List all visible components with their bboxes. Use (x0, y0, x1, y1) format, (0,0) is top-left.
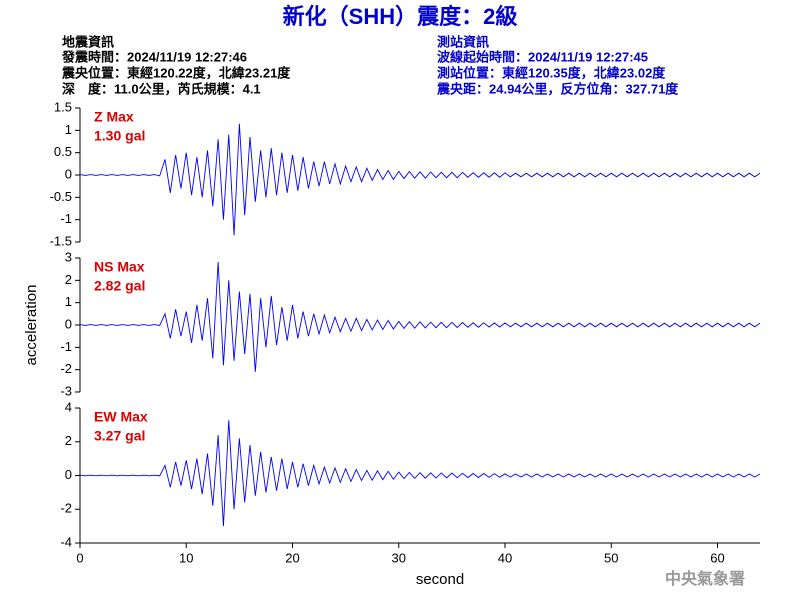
max-annotation: 2.82 gal (94, 278, 145, 294)
y-tick-label: 2 (65, 272, 72, 287)
y-tick-label: -0.5 (50, 189, 72, 204)
x-tick-label: 10 (179, 550, 193, 565)
y-tick-label: -1 (60, 339, 72, 354)
y-tick-label: 1.5 (54, 99, 72, 114)
y-tick-label: -1 (60, 211, 72, 226)
y-tick-label: 0 (65, 166, 72, 181)
y-tick-label: 0.5 (54, 144, 72, 159)
y-tick-label: 1 (65, 294, 72, 309)
y-tick-label: -1.5 (50, 233, 72, 248)
x-tick-label: 50 (604, 550, 618, 565)
info-line: 深 度：11.0公里，芮氏規模：4.1 (62, 81, 261, 96)
y-tick-label: 0 (65, 316, 72, 331)
waveform (79, 123, 761, 236)
info-line: 震央位置：東經120.22度，北緯23.21度 (61, 65, 291, 80)
max-annotation: EW Max (94, 409, 148, 425)
max-annotation: 3.27 gal (94, 428, 145, 444)
watermark: 中央氣象署 (665, 569, 745, 588)
y-tick-label: -2 (60, 501, 72, 516)
y-tick-label: 3 (65, 249, 72, 264)
y-tick-label: 0 (65, 467, 72, 482)
header-right: 測站資訊 波線起始時間：2024/11/19 12:27:45 測站位置：東經1… (436, 34, 679, 96)
max-annotation: 1.30 gal (94, 128, 145, 144)
x-tick-label: 40 (498, 550, 512, 565)
max-annotation: NS Max (94, 259, 145, 275)
y-tick-label: -4 (60, 534, 72, 549)
info-line: 地震資訊 (62, 34, 114, 49)
chart-title: 新化（SHH）震度：2級 (283, 4, 518, 29)
info-line: 測站資訊 (437, 34, 489, 49)
x-axis-label: second (416, 571, 464, 588)
info-line: 波線起始時間：2024/11/19 12:27:45 (437, 49, 648, 64)
y-tick-label: 1 (65, 122, 72, 137)
x-tick-label: 30 (392, 550, 406, 565)
waveform (79, 261, 761, 372)
y-axis-label: acceleration (23, 285, 40, 366)
y-tick-label: -2 (60, 361, 72, 376)
y-tick-label: 2 (65, 433, 72, 448)
x-tick-label: 0 (76, 550, 83, 565)
y-tick-label: -3 (60, 383, 72, 398)
info-line: 發震時間：2024/11/19 12:27:46 (61, 49, 247, 64)
waveform (79, 420, 761, 527)
x-tick-label: 20 (285, 550, 299, 565)
x-tick-label: 60 (710, 550, 724, 565)
max-annotation: Z Max (94, 109, 134, 125)
info-line: 震央距：24.94公里，反方位角：327.71度 (436, 81, 679, 96)
header-left: 地震資訊 發震時間：2024/11/19 12:27:46 震央位置：東經120… (61, 34, 291, 96)
info-line: 測站位置：東經120.35度，北緯23.02度 (437, 65, 666, 80)
y-tick-label: 4 (65, 399, 72, 414)
